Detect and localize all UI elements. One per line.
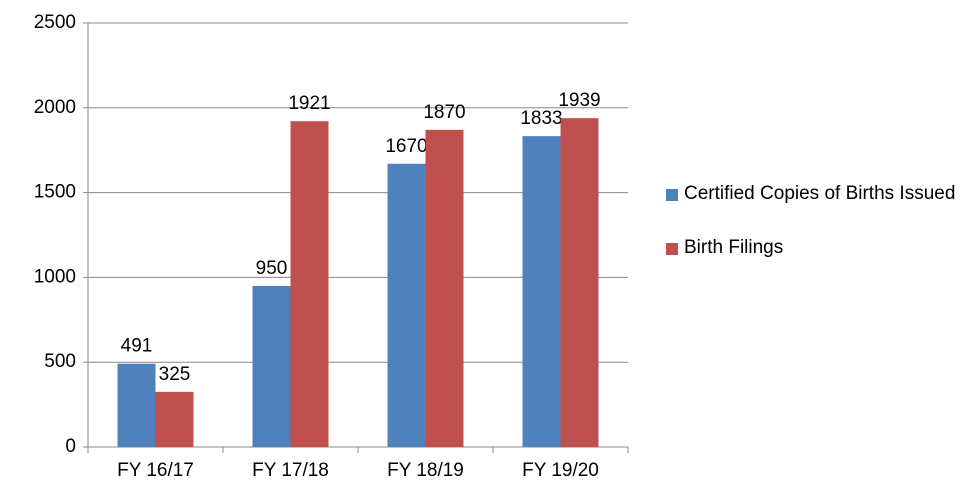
data-label: 950 [256, 258, 288, 279]
bar [155, 391, 194, 447]
y-tick-label: 2000 [34, 97, 76, 118]
bar [522, 136, 561, 447]
y-tick-label: 500 [44, 351, 76, 372]
data-label: 325 [159, 364, 191, 385]
data-label: 1939 [558, 90, 600, 111]
bar [117, 363, 156, 447]
bar [290, 121, 329, 448]
x-tick-label: FY 17/18 [252, 460, 329, 481]
bar [560, 118, 599, 447]
legend-entry: Certified Copies of Births Issued [666, 180, 956, 208]
x-tick-label: FY 18/19 [387, 460, 464, 481]
y-tick-label: 1000 [34, 266, 76, 287]
data-label: 491 [121, 336, 153, 357]
bar [387, 163, 426, 447]
y-tick-label: 0 [65, 436, 76, 457]
x-tick-label: FY 19/20 [522, 460, 599, 481]
legend-label: Certified Copies of Births Issued [684, 183, 956, 204]
data-label: 1921 [288, 93, 330, 114]
legend-swatch [666, 243, 678, 255]
bar [252, 285, 291, 447]
legend: Certified Copies of Births Issued Birth F… [666, 180, 956, 288]
legend-label: Birth Filings [684, 237, 784, 258]
legend-entry: Birth Filings [666, 234, 956, 262]
y-tick-label: 2500 [34, 12, 76, 33]
data-label: 1870 [423, 102, 465, 123]
data-label: 1833 [520, 108, 562, 129]
bar [425, 129, 464, 447]
x-tick-label: FY 16/17 [117, 460, 194, 481]
y-tick-label: 1500 [34, 182, 76, 203]
data-label: 1670 [385, 136, 427, 157]
legend-swatch [666, 189, 678, 201]
